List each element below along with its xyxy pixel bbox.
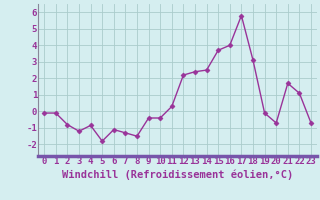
X-axis label: Windchill (Refroidissement éolien,°C): Windchill (Refroidissement éolien,°C) [62,169,293,180]
